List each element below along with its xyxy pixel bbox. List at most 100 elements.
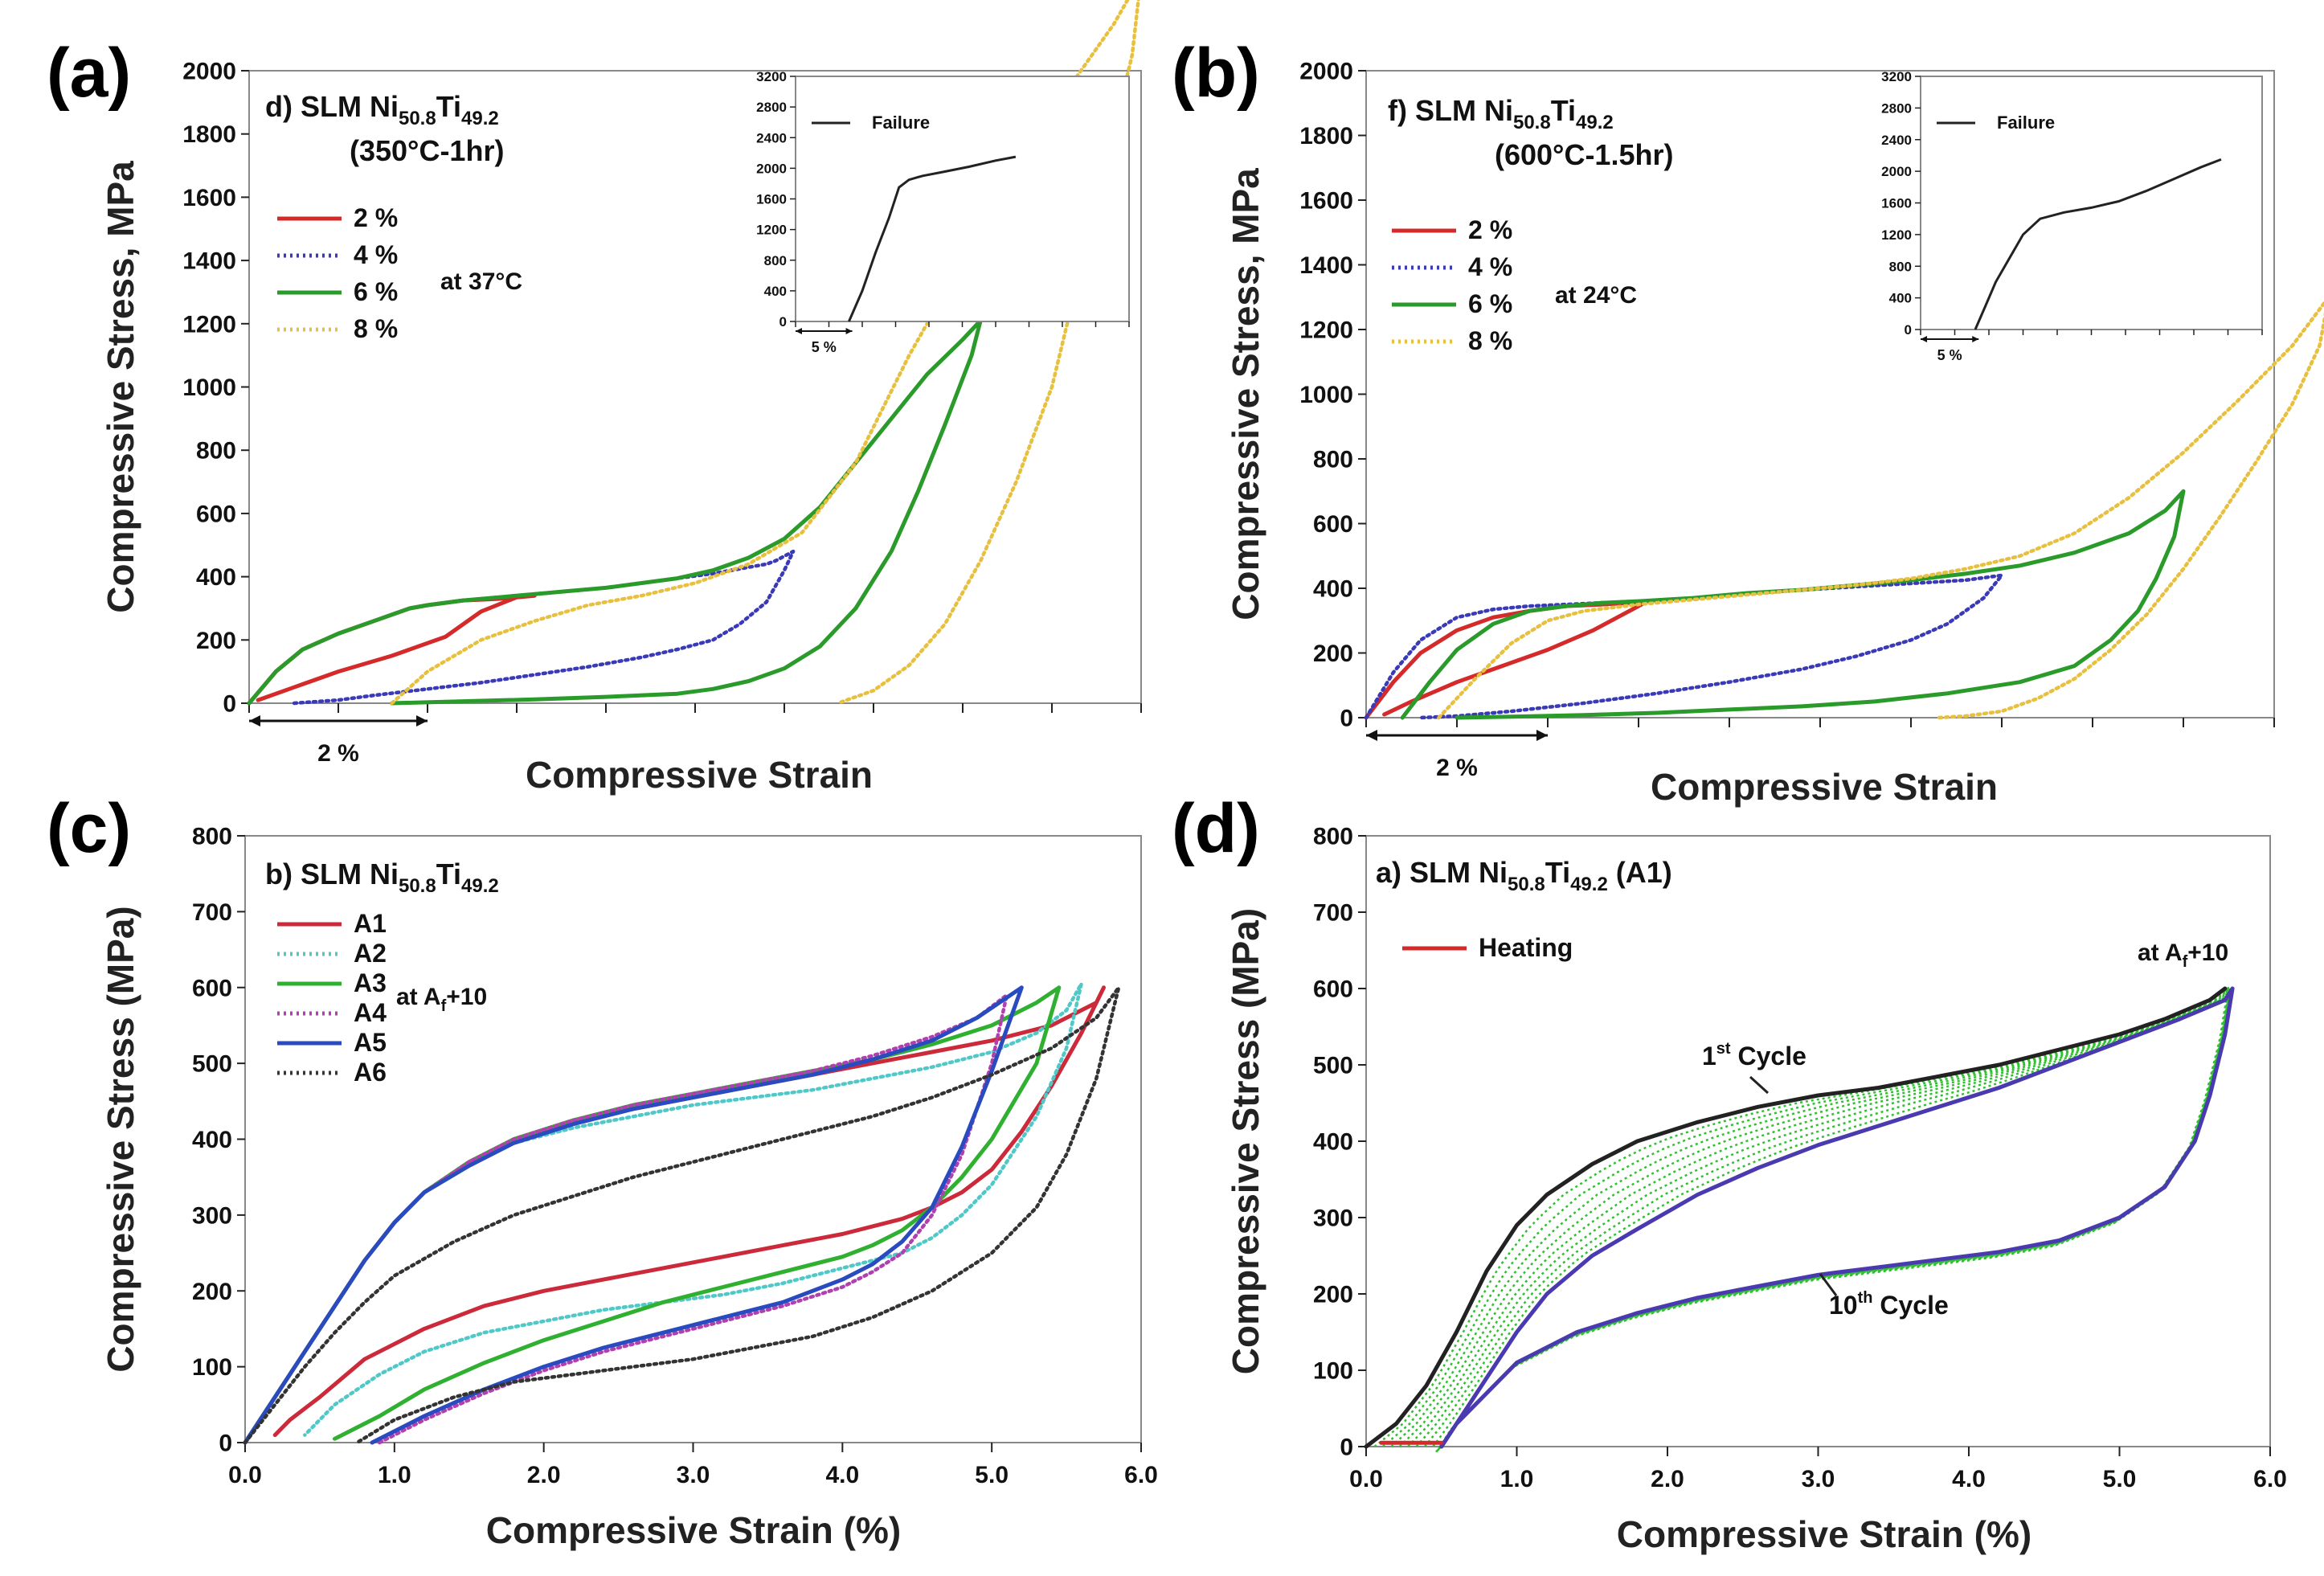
series-line-d-0 [1364, 986, 2228, 1449]
series-line-b-3 [1437, 300, 2324, 720]
y-tick-label-a-3: 600 [196, 501, 236, 527]
series-intermediate-cycle-d-3 [1390, 986, 2230, 1451]
legend-label-c-0: A1 [354, 909, 387, 938]
inset-scale-arrow-right-a [845, 328, 853, 334]
x-tick-label-d-6: 6.0 [2253, 1466, 2287, 1492]
x-tick-label-c-6: 6.0 [1124, 1462, 1158, 1488]
chart-subtitle-b: (600°C-1.5hr) [1495, 138, 1673, 171]
inset-series-line-a-0 [848, 155, 1017, 322]
cycle-pointer-d-1 [1819, 1273, 1838, 1296]
y-tick-label-b-2: 400 [1313, 576, 1353, 603]
panel-label-b: (b) [1172, 35, 1260, 112]
y-tick-label-a-6: 1200 [182, 311, 236, 338]
y-tick-label-a-10: 2000 [182, 59, 236, 85]
inset-a: 0 400 800 1200 1600 2000 2400 2800 3200 5 % Failur… [756, 69, 1130, 355]
series-intermediate-cycle-d-5 [1407, 986, 2232, 1451]
legend-label-c-1: A2 [354, 939, 387, 968]
inset-y-tick-label-a-3: 1200 [756, 223, 787, 238]
series-line-a-2 [247, 318, 983, 706]
y-tick-label-c-1: 100 [192, 1354, 232, 1381]
y-tick-label-a-4: 800 [196, 438, 236, 465]
y-tick-label-c-2: 200 [192, 1279, 232, 1305]
series-intermediate-cycle-d-4 [1398, 986, 2231, 1451]
legend-label-d-0: Heating [1479, 933, 1573, 962]
y-tick-label-b-10: 2000 [1299, 59, 1353, 85]
series-line-a-0 [247, 593, 537, 706]
inset-scale-label-b: 5 % [1937, 347, 1962, 363]
y-tick-label-d-3: 300 [1313, 1206, 1353, 1232]
x-tick-label-c-1: 1.0 [378, 1462, 411, 1488]
x-tick-label-d-4: 4.0 [1952, 1466, 1986, 1492]
y-axis-title-d: Compressive Stress (MPa) [1225, 908, 1266, 1374]
x-axis-title-b: Compressive Strain [1651, 766, 1998, 808]
y-tick-label-a-1: 200 [196, 628, 236, 654]
y-tick-label-b-6: 1200 [1299, 317, 1353, 344]
scale-bar-arrow-left-b [1366, 730, 1377, 741]
y-axis-title-a: Compressive Stress, MPa [100, 161, 141, 613]
cycle-label-d-1: 10th Cycle [1829, 1289, 1949, 1320]
legend-label-c-2: A3 [354, 968, 387, 997]
inset-y-tick-label-b-0: 0 [1905, 322, 1912, 338]
series-group-d [1364, 986, 2235, 1453]
scale-bar-arrow-right-b [1536, 730, 1548, 741]
y-tick-label-a-7: 1400 [182, 248, 236, 275]
y-tick-label-b-7: 1400 [1299, 252, 1353, 279]
chart-title-d: a) SLM Ni50.8Ti49.2 (A1) [1376, 856, 1672, 895]
x-tick-label-d-1: 1.0 [1500, 1466, 1534, 1492]
y-tick-label-b-5: 1000 [1299, 382, 1353, 408]
x-tick-label-c-0: 0.0 [228, 1462, 262, 1488]
x-axis-title-d: Compressive Strain (%) [1617, 1513, 2031, 1555]
y-tick-label-c-5: 500 [192, 1051, 232, 1078]
legend-label-a-2: 6 % [354, 277, 398, 306]
chart-title-b: f) SLM Ni50.8Ti49.2 [1388, 94, 1614, 133]
panel-b: (b) 0 200 400 600 800 1000 1200 1400 1600 1800 2000… [1172, 35, 2324, 808]
panel-label-c: (c) [47, 790, 131, 867]
inset-y-tick-label-a-4: 1600 [756, 192, 787, 207]
inset-scale-label-a: 5 % [812, 339, 837, 355]
chart-title-a: d) SLM Ni50.8Ti49.2 [265, 90, 499, 129]
inset-y-tick-label-b-5: 2000 [1881, 164, 1912, 179]
y-tick-label-c-8: 800 [192, 824, 232, 850]
series-line-c-5 [243, 985, 1121, 1445]
legend-label-b-1: 4 % [1468, 252, 1512, 281]
legend-label-c-5: A6 [354, 1058, 387, 1087]
panel-label-a: (a) [47, 35, 131, 112]
series-line-b-2 [1400, 489, 2186, 720]
series-group-a [247, 0, 1140, 706]
scale-bar-arrow-right-a [416, 715, 428, 727]
inset-b: 0 400 800 1200 1600 2000 2400 2800 3200 5 % Failur… [1881, 69, 2263, 363]
inset-frame-b [1920, 76, 2263, 330]
inset-legend-label-a-0: Failure [872, 113, 930, 133]
x-tick-label-c-5: 5.0 [975, 1462, 1009, 1488]
inset-y-tick-label-a-0: 0 [779, 314, 787, 330]
scale-bar-label-b: 2 % [1436, 755, 1478, 781]
x-axis-title-a: Compressive Strain [526, 754, 873, 796]
y-tick-label-c-4: 400 [192, 1127, 232, 1153]
series-line-b-1 [1364, 573, 2004, 720]
inset-y-tick-label-b-1: 400 [1889, 291, 1912, 306]
y-tick-label-c-7: 700 [192, 899, 232, 926]
legend-label-a-1: 4 % [354, 240, 398, 269]
y-tick-label-c-0: 0 [219, 1431, 232, 1457]
panel-label-d: (d) [1172, 790, 1260, 867]
y-tick-label-b-9: 1800 [1299, 123, 1353, 149]
y-tick-label-a-2: 400 [196, 564, 236, 591]
inset-y-tick-label-a-1: 400 [764, 284, 787, 299]
series-intermediate-cycle-d-8 [1432, 986, 2233, 1448]
inset-y-tick-label-b-6: 2400 [1881, 133, 1912, 148]
scale-bar-label-a: 2 % [317, 740, 359, 767]
y-tick-label-a-0: 0 [223, 691, 236, 718]
chart-subtitle-a: (350°C-1hr) [350, 134, 504, 167]
inset-scale-arrow-left-b [1921, 336, 1927, 342]
inset-frame-a [795, 76, 1130, 322]
x-axis-title-c: Compressive Strain (%) [486, 1509, 901, 1551]
annotation-d: at Af+10 [2138, 939, 2228, 971]
legend-label-b-3: 8 % [1468, 326, 1512, 355]
y-tick-label-d-2: 200 [1313, 1282, 1353, 1308]
legend-label-c-4: A5 [354, 1028, 387, 1057]
x-tick-label-d-2: 2.0 [1651, 1466, 1684, 1492]
series-group-c [243, 981, 1121, 1445]
y-tick-label-a-5: 1000 [182, 375, 236, 401]
annotation-b: at 24°C [1555, 282, 1637, 309]
